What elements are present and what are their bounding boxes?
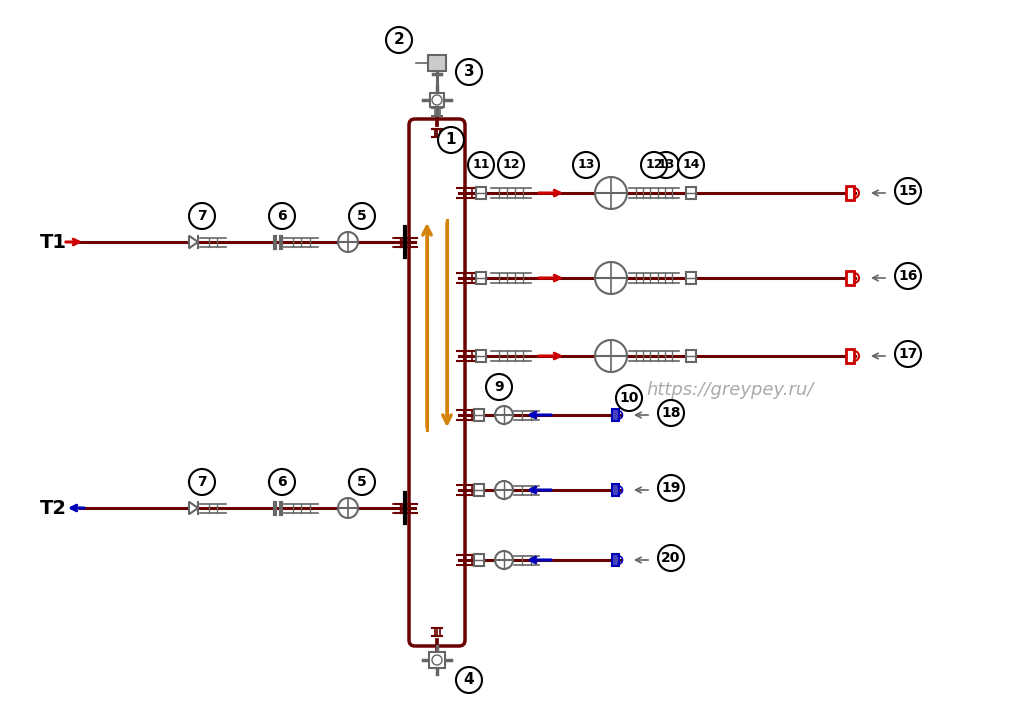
- Text: 14: 14: [682, 159, 699, 172]
- Text: 2: 2: [393, 33, 404, 48]
- Text: 18: 18: [662, 406, 681, 420]
- Text: 5: 5: [357, 209, 367, 223]
- Text: 12: 12: [502, 159, 520, 172]
- Circle shape: [468, 152, 494, 178]
- Circle shape: [498, 152, 524, 178]
- Bar: [474, 554, 484, 566]
- Circle shape: [658, 475, 684, 501]
- Text: https://greypey.ru/: https://greypey.ru/: [646, 381, 814, 399]
- Circle shape: [595, 262, 627, 294]
- Circle shape: [895, 263, 921, 289]
- Circle shape: [338, 498, 358, 518]
- Bar: [476, 272, 486, 284]
- Circle shape: [486, 374, 512, 400]
- Bar: [686, 350, 696, 362]
- Text: 7: 7: [198, 209, 207, 223]
- Polygon shape: [189, 502, 198, 514]
- Circle shape: [495, 406, 513, 424]
- Circle shape: [349, 203, 375, 229]
- Bar: [846, 349, 854, 363]
- Bar: [846, 186, 854, 200]
- Text: T1: T1: [40, 232, 67, 251]
- Circle shape: [386, 27, 412, 53]
- Circle shape: [189, 203, 215, 229]
- Circle shape: [456, 667, 482, 693]
- Text: 19: 19: [662, 481, 681, 495]
- Circle shape: [658, 545, 684, 571]
- Bar: [430, 93, 444, 107]
- Bar: [474, 484, 484, 496]
- Bar: [476, 350, 486, 362]
- Circle shape: [616, 385, 642, 411]
- Text: 11: 11: [472, 159, 489, 172]
- Text: 4: 4: [464, 673, 474, 688]
- Bar: [846, 271, 854, 285]
- Text: 12: 12: [645, 159, 663, 172]
- Circle shape: [269, 469, 295, 495]
- Text: 13: 13: [578, 159, 595, 172]
- Bar: [476, 187, 486, 199]
- Text: 5: 5: [357, 475, 367, 489]
- Text: T2: T2: [40, 499, 67, 518]
- Circle shape: [438, 127, 464, 153]
- Circle shape: [269, 203, 295, 229]
- FancyBboxPatch shape: [409, 119, 465, 646]
- Text: 10: 10: [620, 391, 639, 405]
- Circle shape: [678, 152, 705, 178]
- Circle shape: [895, 341, 921, 367]
- Bar: [428, 55, 446, 71]
- Bar: [611, 554, 618, 566]
- Bar: [686, 272, 696, 284]
- Bar: [686, 187, 696, 199]
- Bar: [429, 652, 445, 668]
- Circle shape: [641, 152, 667, 178]
- Circle shape: [338, 232, 358, 252]
- Circle shape: [895, 178, 921, 204]
- Text: 7: 7: [198, 475, 207, 489]
- Text: 3: 3: [464, 64, 474, 80]
- Polygon shape: [189, 236, 198, 248]
- Bar: [611, 409, 618, 421]
- Text: 17: 17: [898, 347, 918, 361]
- Circle shape: [658, 400, 684, 426]
- Circle shape: [432, 655, 442, 665]
- Circle shape: [495, 481, 513, 499]
- Text: 6: 6: [278, 475, 287, 489]
- Circle shape: [653, 152, 679, 178]
- Circle shape: [456, 59, 482, 85]
- Circle shape: [189, 469, 215, 495]
- Circle shape: [495, 551, 513, 569]
- Text: 13: 13: [657, 159, 675, 172]
- Text: 15: 15: [898, 184, 918, 198]
- Text: 9: 9: [495, 380, 504, 394]
- Text: 16: 16: [898, 269, 918, 283]
- Text: 20: 20: [662, 551, 681, 565]
- Circle shape: [595, 340, 627, 372]
- Bar: [474, 409, 484, 421]
- Bar: [611, 484, 618, 496]
- Text: 6: 6: [278, 209, 287, 223]
- Circle shape: [573, 152, 599, 178]
- Circle shape: [432, 95, 442, 105]
- Text: 1: 1: [445, 132, 457, 148]
- Circle shape: [349, 469, 375, 495]
- Circle shape: [595, 177, 627, 209]
